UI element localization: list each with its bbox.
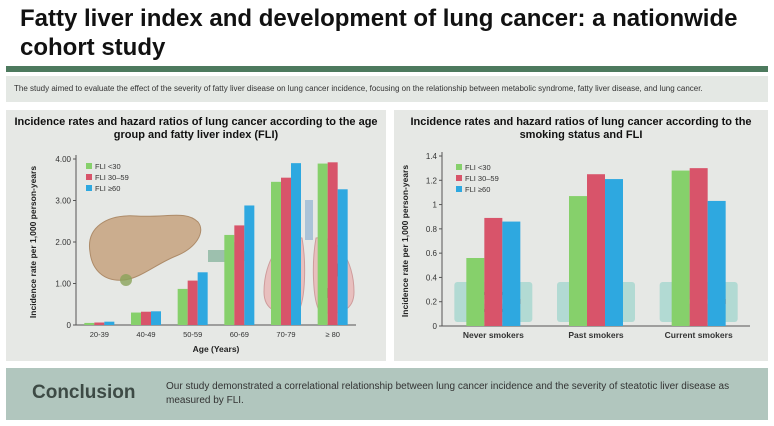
legend-label: FLI 30–59 xyxy=(465,174,499,183)
smoking-chart: 0 0.2 0.4 0.6 0.8 1 1.2 1.4 Incidence rate per 1… xyxy=(400,152,750,340)
legend-swatch xyxy=(86,163,92,169)
bar xyxy=(689,168,708,326)
bar xyxy=(317,163,328,325)
legend-swatch xyxy=(86,185,92,191)
y-axis-label: Incidence rate per 1,000 person-years xyxy=(400,165,410,317)
bar xyxy=(502,221,521,326)
bar xyxy=(291,163,301,325)
legend-label: FLI ≥60 xyxy=(465,185,490,194)
y-tick-label: 1.2 xyxy=(426,176,438,185)
bar xyxy=(671,170,690,326)
age-chart: 0 1.00 2.00 3.00 4.00 Incidence rate per 1,00… xyxy=(28,155,356,354)
y-tick-label: 0.8 xyxy=(426,225,438,234)
y-tick-label: 0.6 xyxy=(426,249,438,258)
legend-swatch xyxy=(456,175,462,181)
x-tick-label: 50-59 xyxy=(183,330,202,339)
y-axis-label: Incidence rate per 1,000 person-years xyxy=(28,166,38,318)
page-title: Fatty liver index and development of lun… xyxy=(20,5,738,61)
legend-swatch xyxy=(456,186,462,192)
x-tick-label: 40-49 xyxy=(136,330,155,339)
bar xyxy=(131,312,141,325)
smoking-chart-panel: Incidence rates and hazard ratios of lun… xyxy=(394,110,768,361)
trachea-illustration xyxy=(305,200,313,240)
bar xyxy=(104,321,115,325)
gallbladder-illustration xyxy=(120,274,132,286)
study-summary: The study aimed to evaluate the effect o… xyxy=(6,76,768,102)
bar xyxy=(234,225,245,325)
bar xyxy=(141,311,151,325)
y-tick-label: 1 xyxy=(433,201,438,210)
illustration-layer xyxy=(89,200,355,314)
bar xyxy=(587,174,605,326)
y-tick-label: 3.00 xyxy=(55,197,71,206)
y-tick-label: 0 xyxy=(67,321,72,330)
bar xyxy=(569,196,587,326)
bar xyxy=(244,205,255,325)
y-tick-label: 0 xyxy=(433,322,438,331)
bar xyxy=(337,189,348,325)
x-tick-label: Never smokers xyxy=(463,330,524,340)
y-tick-label: 1.00 xyxy=(55,280,71,289)
legend-swatch xyxy=(86,174,92,180)
bar xyxy=(187,280,198,325)
bar xyxy=(707,200,726,326)
y-tick-label: 4.00 xyxy=(55,155,71,164)
bar xyxy=(466,258,485,326)
legend-label: FLI ≥60 xyxy=(95,184,120,193)
legend-label: FLI <30 xyxy=(95,162,121,171)
bar xyxy=(271,181,281,325)
liver-illustration xyxy=(89,214,202,281)
y-tick-label: 1.4 xyxy=(426,152,438,161)
bar xyxy=(151,311,161,325)
bar xyxy=(327,162,338,325)
x-tick-label: Current smokers xyxy=(665,330,733,340)
bar xyxy=(84,322,95,325)
x-tick-label: Past smokers xyxy=(568,330,624,340)
y-tick-label: 0.4 xyxy=(426,273,438,282)
bar xyxy=(484,217,503,326)
x-tick-label: 20-39 xyxy=(90,330,109,339)
bar xyxy=(605,179,623,326)
legend-label: FLI <30 xyxy=(465,163,491,172)
legend-swatch xyxy=(456,164,462,170)
x-tick-label: ≥ 80 xyxy=(325,330,340,339)
conclusion-text: Our study demonstrated a correlational r… xyxy=(166,381,730,406)
x-axis-label: Age (Years) xyxy=(193,344,240,354)
age-chart-title: Incidence rates and hazard ratios of lun… xyxy=(14,116,378,141)
conclusion-heading: Conclusion xyxy=(32,382,136,403)
title-divider xyxy=(6,66,768,72)
legend-label: FLI 30–59 xyxy=(95,173,129,182)
smoking-chart-title: Incidence rates and hazard ratios of lun… xyxy=(410,116,752,141)
x-tick-label: 70-79 xyxy=(276,330,295,339)
bar xyxy=(94,322,105,325)
bar xyxy=(197,272,208,325)
bar xyxy=(224,234,235,325)
conclusion-box: Conclusion Our study demonstrated a corr… xyxy=(6,368,768,420)
y-tick-label: 0.2 xyxy=(426,298,438,307)
bar xyxy=(281,177,291,325)
bar xyxy=(177,288,188,325)
age-chart-panel: Incidence rates and hazard ratios of lun… xyxy=(6,110,386,361)
y-tick-label: 2.00 xyxy=(55,238,71,247)
x-tick-label: 60-69 xyxy=(230,330,249,339)
